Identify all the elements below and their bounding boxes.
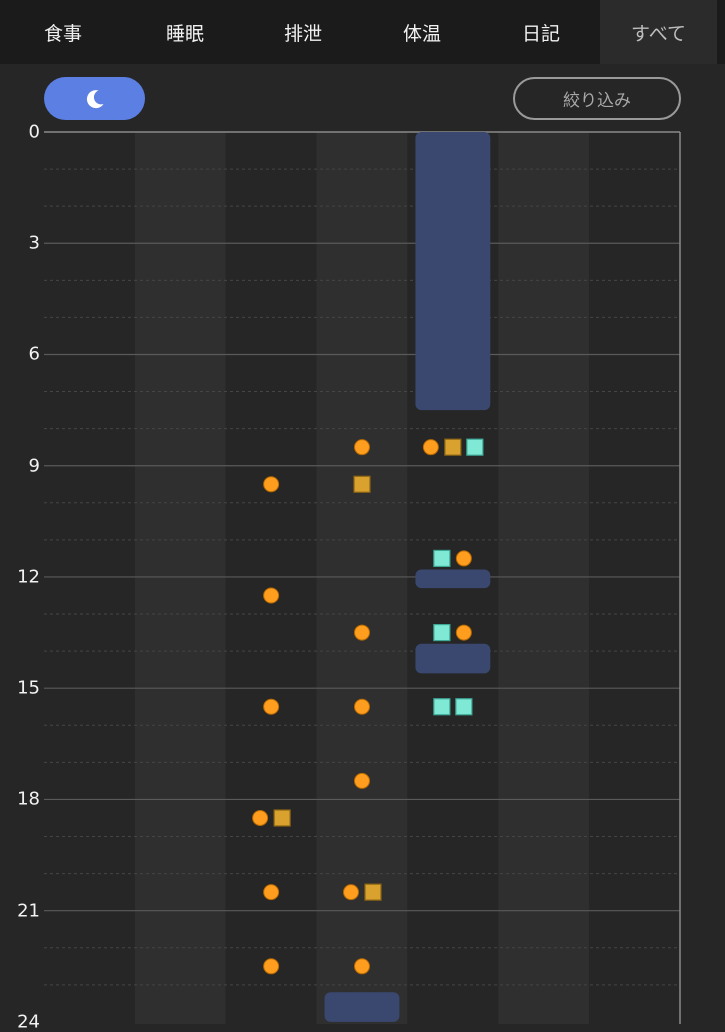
meal-marker — [422, 439, 439, 456]
sleep-block — [415, 643, 491, 674]
tab-meal[interactable]: 食事 — [43, 22, 82, 45]
meal-marker — [354, 698, 370, 715]
meal-marker — [354, 439, 370, 456]
meal-marker — [343, 884, 359, 901]
tab-all[interactable]: すべて — [600, 0, 717, 64]
temperature-marker — [455, 698, 473, 716]
meal-marker — [263, 958, 280, 975]
day-column — [589, 132, 680, 1024]
excretion-marker — [364, 883, 382, 901]
day-column — [225, 132, 317, 1024]
day-column — [316, 132, 408, 1024]
sleep-toggle-button[interactable] — [44, 77, 145, 120]
meal-marker — [263, 698, 280, 715]
meal-marker — [263, 476, 280, 493]
y-tick-label: 21 — [17, 900, 40, 922]
meal-marker — [263, 587, 280, 604]
day-column — [44, 132, 135, 1024]
tab-temperature[interactable]: 体温 — [402, 22, 441, 45]
tab-sleep[interactable]: 睡眠 — [165, 22, 204, 45]
tab-excretion[interactable]: 排泄 — [283, 22, 322, 45]
filter-button[interactable]: 絞り込み — [513, 77, 681, 120]
y-tick-label: 9 — [28, 455, 40, 477]
meal-marker — [354, 624, 370, 641]
excretion-marker — [353, 475, 371, 493]
excretion-marker — [273, 809, 291, 827]
meal-marker — [354, 772, 370, 789]
excretion-marker — [444, 438, 462, 456]
temperature-marker — [433, 549, 451, 568]
meal-marker — [263, 884, 280, 901]
moon-icon — [86, 89, 103, 108]
sleep-block — [324, 992, 400, 1022]
meal-marker — [354, 958, 370, 975]
meal-marker — [455, 550, 472, 567]
tab-diary[interactable]: 日記 — [521, 22, 560, 45]
y-tick-label: 12 — [17, 566, 40, 588]
y-tick-label: 3 — [28, 232, 40, 254]
sleep-block — [415, 569, 491, 589]
sleep-block — [415, 132, 491, 411]
day-column — [134, 132, 226, 1024]
y-tick-label: 18 — [17, 788, 40, 810]
meal-marker — [252, 809, 269, 826]
y-tick-label: 15 — [17, 677, 40, 699]
temperature-marker — [466, 438, 484, 456]
y-tick-label: 0 — [28, 121, 40, 143]
day-column — [498, 132, 590, 1024]
temperature-marker — [433, 698, 451, 716]
meal-marker — [455, 624, 472, 641]
temperature-marker — [433, 623, 451, 642]
y-tick-label: 6 — [28, 343, 40, 365]
category-tab-bar: 食事 睡眠 排泄 体温 日記 すべて — [0, 0, 725, 64]
